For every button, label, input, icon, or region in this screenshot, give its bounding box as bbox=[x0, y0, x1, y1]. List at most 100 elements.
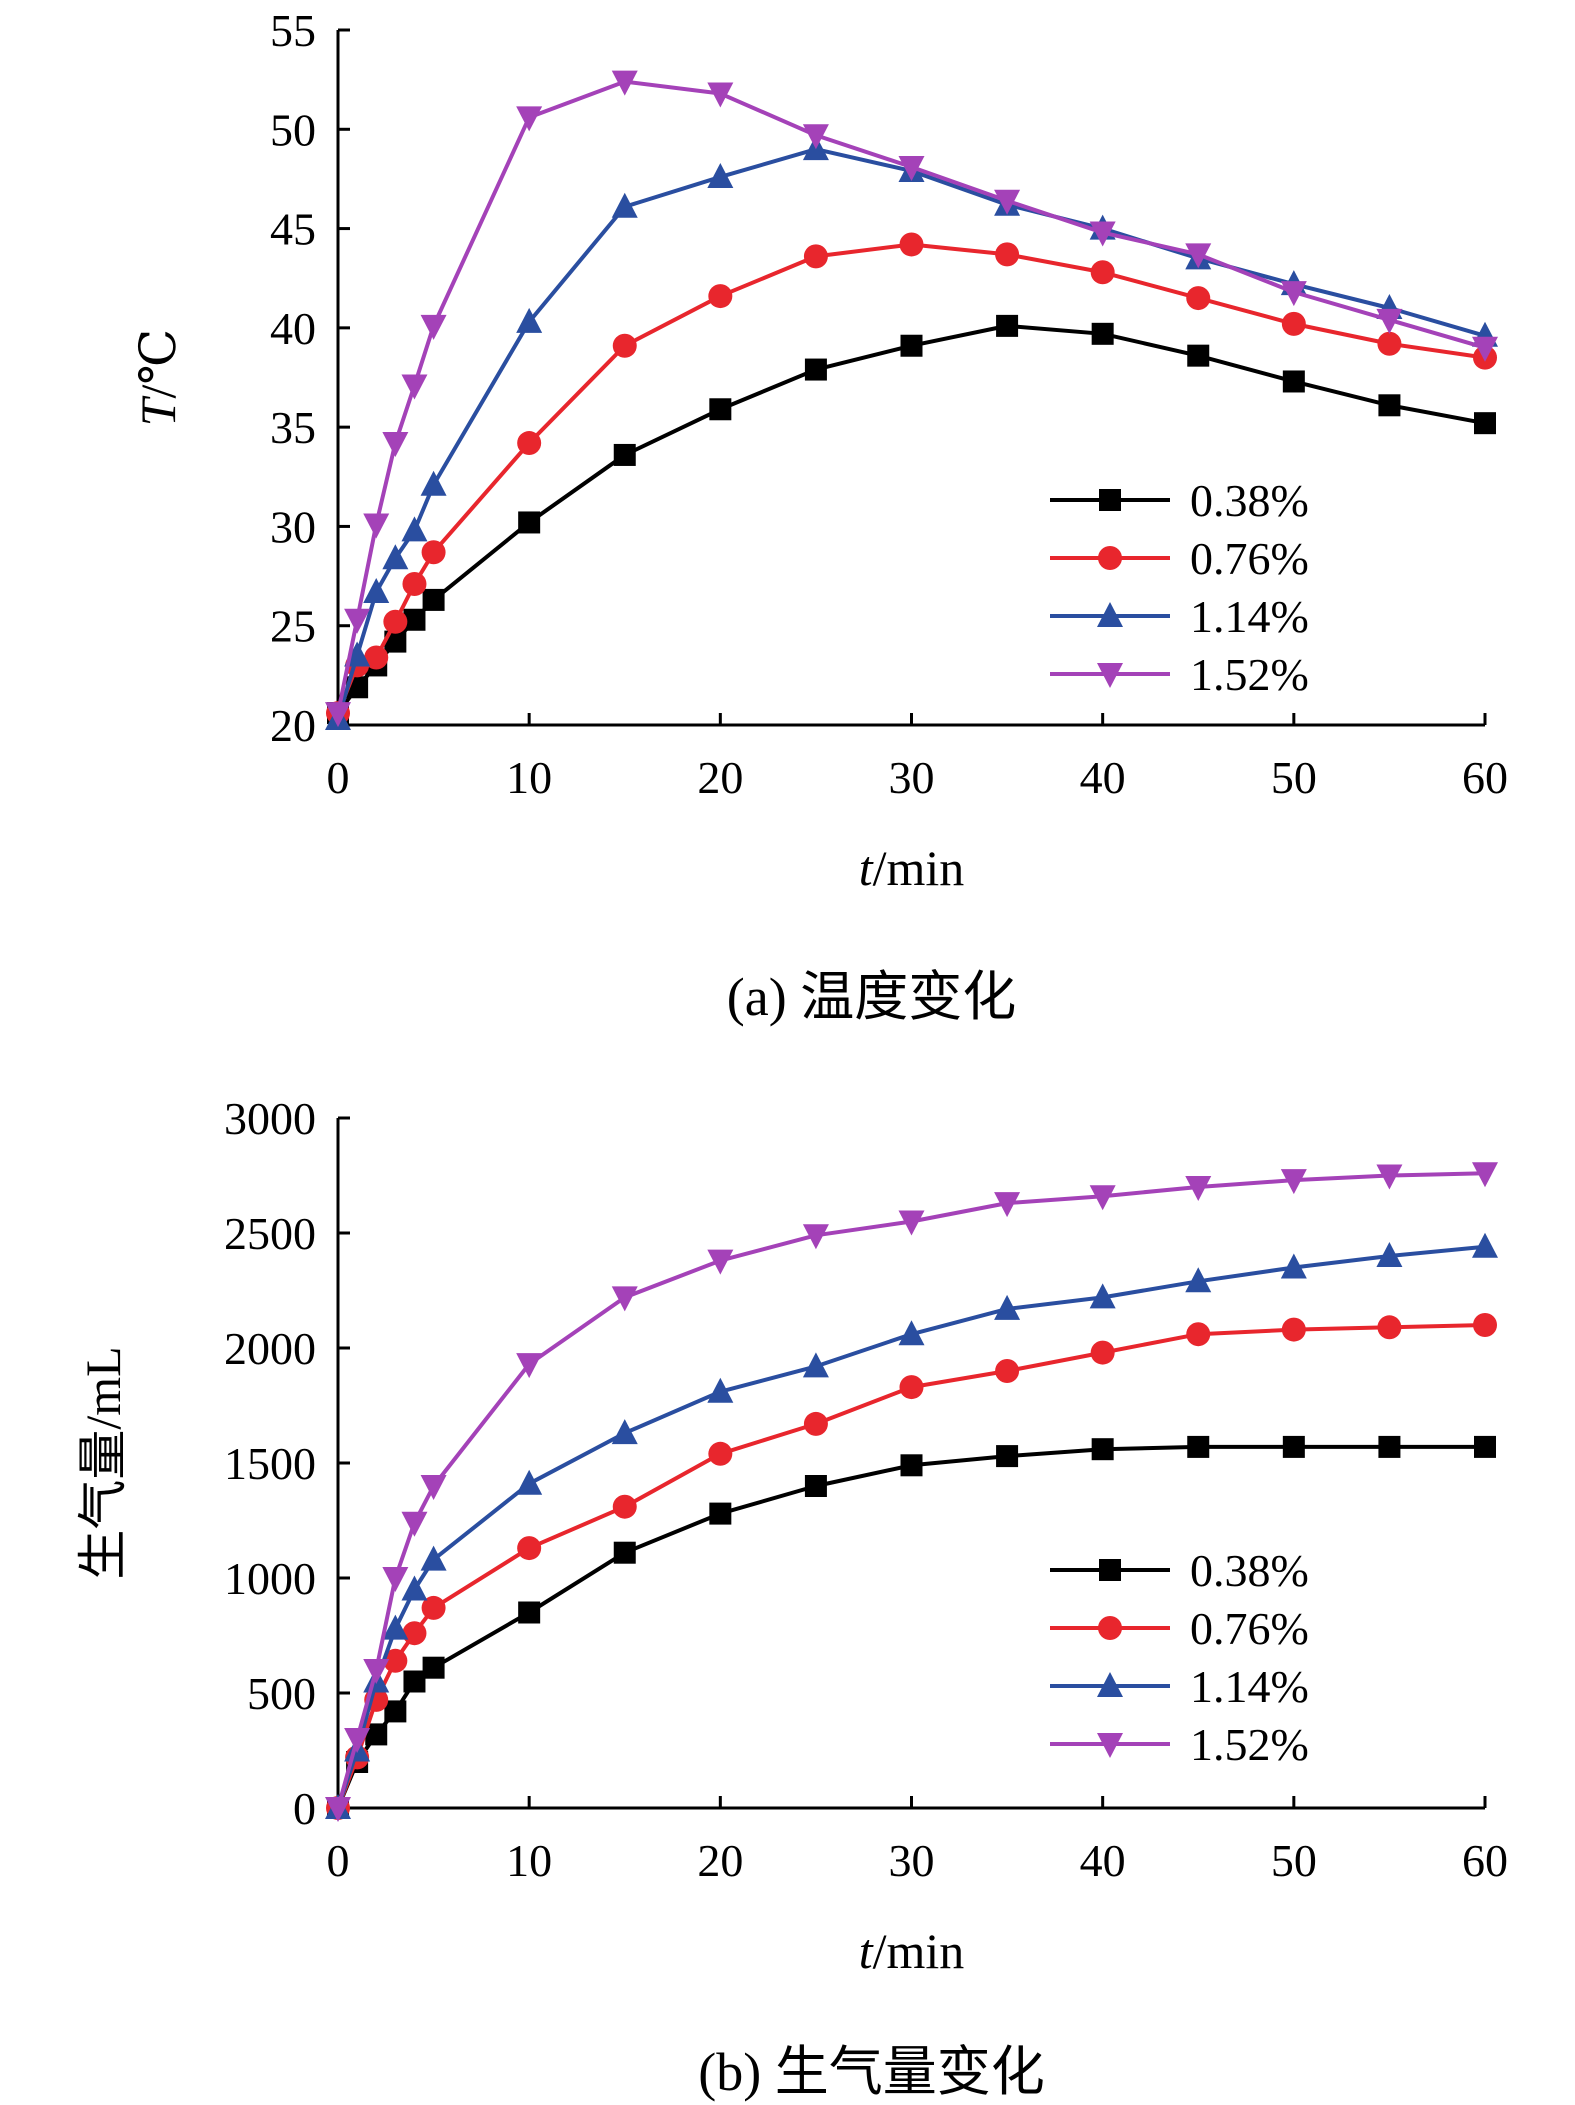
y-tick-label: 1500 bbox=[224, 1438, 316, 1489]
data-point bbox=[421, 1595, 446, 1620]
x-tick-label: 40 bbox=[1080, 1835, 1126, 1886]
data-point bbox=[1186, 286, 1211, 311]
data-point bbox=[516, 1353, 543, 1379]
y-tick-label: 0 bbox=[293, 1783, 316, 1834]
data-point bbox=[1282, 1435, 1305, 1458]
y-tick-label: 2500 bbox=[224, 1208, 316, 1259]
legend-label: 1.14% bbox=[1190, 591, 1309, 642]
legend-entry: 0.38% bbox=[1050, 475, 1309, 526]
legend-label: 0.38% bbox=[1190, 1545, 1309, 1596]
legend-label: 1.52% bbox=[1190, 1719, 1309, 1770]
data-point bbox=[1185, 1267, 1212, 1293]
data-point bbox=[420, 1475, 447, 1500]
data-point bbox=[707, 82, 734, 108]
y-tick-label: 35 bbox=[270, 402, 316, 453]
data-point bbox=[401, 374, 428, 400]
data-point bbox=[708, 284, 733, 309]
data-point bbox=[994, 1192, 1021, 1218]
data-point bbox=[1280, 1253, 1307, 1279]
x-tick-label: 60 bbox=[1462, 752, 1508, 803]
data-point bbox=[1090, 1340, 1115, 1365]
data-point bbox=[1474, 1435, 1496, 1458]
legend-marker bbox=[1097, 663, 1123, 688]
legend-marker bbox=[1097, 1672, 1123, 1697]
data-point bbox=[1472, 336, 1498, 362]
data-point bbox=[1376, 1164, 1403, 1190]
legend-entry: 1.14% bbox=[1050, 591, 1309, 642]
data-point bbox=[1185, 243, 1212, 269]
data-point bbox=[1090, 260, 1115, 285]
series-line bbox=[336, 1171, 1486, 1809]
data-point bbox=[611, 1419, 638, 1445]
legend-label: 0.76% bbox=[1190, 1603, 1309, 1654]
data-point bbox=[1377, 331, 1402, 356]
series-1.14% bbox=[325, 135, 1498, 731]
series-1.52% bbox=[325, 70, 1498, 728]
data-point bbox=[802, 1352, 829, 1378]
data-point bbox=[402, 572, 427, 597]
data-point bbox=[325, 1797, 351, 1822]
data-point bbox=[1378, 1435, 1401, 1458]
y-tick-label: 3000 bbox=[224, 1093, 316, 1144]
series-1.14% bbox=[325, 1232, 1498, 1819]
y-tick-label: 55 bbox=[270, 5, 316, 56]
gas-volume-chart: 0 500 1000 1500 2000 2500 3000 0 10 20 30 40 50 60 t/m… bbox=[75, 1093, 1508, 2102]
data-point bbox=[403, 608, 426, 631]
legend-marker bbox=[1098, 546, 1122, 570]
data-point bbox=[611, 1286, 638, 1312]
data-point bbox=[517, 431, 542, 456]
x-tick-label: 10 bbox=[506, 752, 552, 803]
x-tick-label: 30 bbox=[889, 752, 935, 803]
data-point bbox=[995, 242, 1020, 267]
data-point bbox=[363, 513, 390, 539]
legend-marker bbox=[1098, 1616, 1122, 1640]
data-point bbox=[1378, 394, 1401, 417]
data-point bbox=[1473, 1313, 1497, 1337]
data-point bbox=[611, 70, 638, 96]
legend-label: 1.52% bbox=[1190, 649, 1309, 700]
data-point bbox=[1282, 370, 1305, 393]
data-point bbox=[802, 124, 829, 150]
data-point bbox=[1376, 308, 1403, 334]
data-point bbox=[1089, 221, 1116, 247]
data-point bbox=[707, 1249, 734, 1275]
data-point bbox=[403, 1670, 426, 1693]
temperature-chart: 20 25 30 35 40 45 50 55 0 10 20 30 40 50 60 t/min T/℃ 0.3… bbox=[130, 5, 1508, 1027]
data-point bbox=[1472, 1162, 1498, 1188]
legend-label: 0.76% bbox=[1190, 533, 1309, 584]
data-point bbox=[363, 577, 390, 603]
data-point bbox=[383, 1648, 408, 1673]
data-point bbox=[996, 314, 1019, 337]
data-point bbox=[707, 1377, 734, 1403]
data-point bbox=[611, 192, 638, 218]
data-point bbox=[804, 1475, 827, 1497]
data-point bbox=[516, 106, 543, 132]
data-point bbox=[420, 1545, 447, 1571]
data-point bbox=[1089, 1283, 1116, 1309]
data-point bbox=[382, 544, 409, 570]
y-tick-label: 30 bbox=[270, 501, 316, 552]
data-point bbox=[516, 1469, 543, 1495]
data-point bbox=[518, 511, 541, 534]
data-point bbox=[1281, 311, 1306, 336]
y-tick-label: 25 bbox=[270, 601, 316, 652]
chart-caption: (a) 温度变化 bbox=[727, 967, 1016, 1027]
series-line bbox=[336, 323, 1486, 715]
data-point bbox=[516, 307, 543, 333]
data-point bbox=[420, 314, 447, 340]
series-line bbox=[336, 242, 1486, 714]
x-tick-label: 30 bbox=[889, 1835, 935, 1886]
data-point bbox=[1187, 344, 1210, 367]
legend-entry: 0.76% bbox=[1050, 533, 1309, 584]
data-point bbox=[344, 1728, 371, 1753]
x-tick-label: 0 bbox=[327, 752, 350, 803]
data-point bbox=[994, 189, 1021, 215]
data-point bbox=[421, 540, 446, 565]
x-tick-label: 40 bbox=[1080, 752, 1126, 803]
data-point bbox=[898, 1210, 925, 1236]
x-tick-label: 50 bbox=[1271, 752, 1317, 803]
data-point bbox=[1185, 1176, 1212, 1201]
data-point bbox=[422, 1656, 445, 1679]
y-axis-title: 生气量/mL bbox=[75, 1346, 131, 1579]
data-point bbox=[518, 1601, 541, 1624]
